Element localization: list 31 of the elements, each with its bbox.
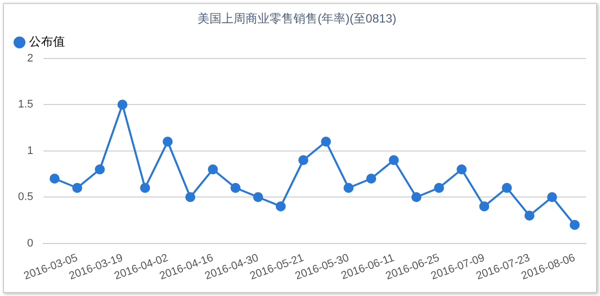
y-tick-label: 1 [27, 144, 34, 157]
y-tick-label: 2 [27, 52, 34, 64]
point [298, 155, 308, 166]
point [366, 174, 376, 184]
point [502, 182, 512, 193]
point [570, 220, 580, 230]
point [524, 210, 534, 221]
point [117, 100, 128, 110]
point [547, 192, 558, 202]
point [411, 192, 422, 202]
point [162, 136, 173, 147]
chart-title: 美国上周商业零售销售(年率)(至0813) [198, 12, 396, 26]
point [140, 182, 150, 193]
legend-label: 公布值 [29, 34, 65, 49]
point [230, 182, 240, 193]
point [456, 164, 467, 174]
point [185, 192, 196, 202]
point [276, 201, 286, 212]
point [344, 182, 354, 193]
point [50, 174, 60, 184]
point [388, 155, 399, 166]
point [94, 164, 105, 174]
point [253, 192, 264, 202]
point [320, 136, 331, 147]
point [479, 201, 490, 212]
y-tick-label: 0 [27, 237, 34, 250]
point [434, 182, 444, 193]
point [208, 164, 218, 174]
y-tick-label: 0.5 [18, 191, 34, 204]
point [72, 182, 82, 193]
y-tick-label: 1.5 [18, 98, 34, 111]
